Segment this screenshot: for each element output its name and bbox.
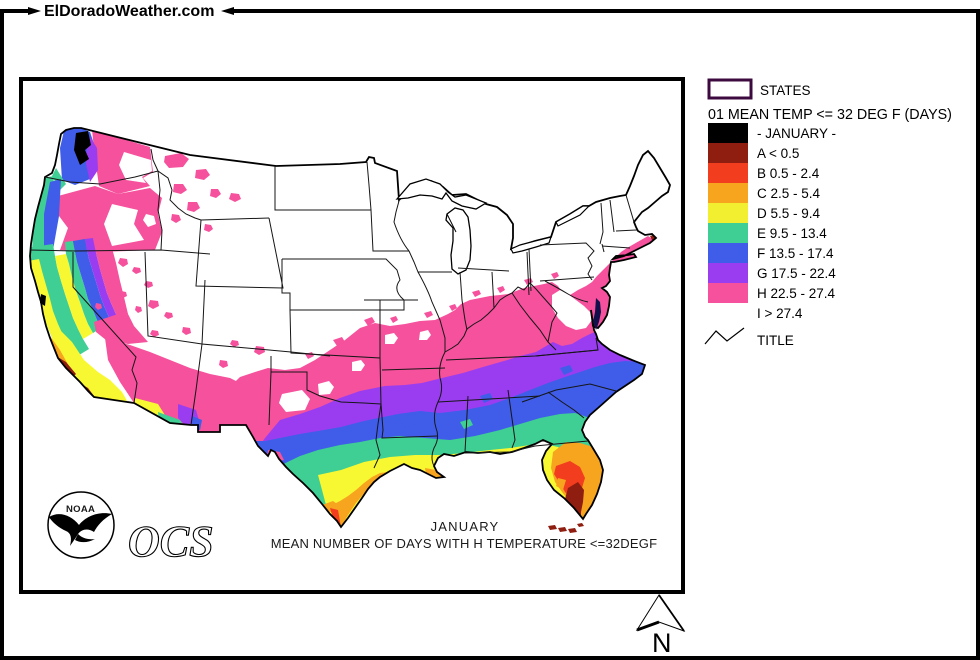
svg-text:TITLE: TITLE <box>757 333 794 348</box>
svg-text:B 0.5 - 2.4: B 0.5 - 2.4 <box>757 166 820 181</box>
svg-text:STATES: STATES <box>760 83 811 98</box>
svg-text:G 17.5 - 22.4: G 17.5 - 22.4 <box>757 266 836 281</box>
svg-text:F 13.5 - 17.4: F 13.5 - 17.4 <box>757 246 834 261</box>
svg-text:MEAN NUMBER OF DAYS WITH H TEM: MEAN NUMBER OF DAYS WITH H TEMPERATURE <… <box>271 536 657 551</box>
svg-text:I > 27.4: I > 27.4 <box>757 306 803 321</box>
svg-text:01 MEAN TEMP <= 32 DEG F (DAYS: 01 MEAN TEMP <= 32 DEG F (DAYS) <box>708 107 952 123</box>
svg-text:D 5.5 - 9.4: D 5.5 - 9.4 <box>757 206 821 221</box>
svg-text:- JANUARY -: - JANUARY - <box>757 126 836 141</box>
svg-text:A < 0.5: A < 0.5 <box>757 146 799 161</box>
svg-text:H 22.5 - 27.4: H 22.5 - 27.4 <box>757 286 836 301</box>
svg-text:NOAA: NOAA <box>66 504 95 515</box>
svg-text:C 2.5 - 5.4: C 2.5 - 5.4 <box>757 186 821 201</box>
svg-text:E 9.5 - 13.4: E 9.5 - 13.4 <box>757 226 827 241</box>
svg-text:OCS: OCS <box>128 517 214 566</box>
svg-text:JANUARY: JANUARY <box>431 519 500 534</box>
svg-text:N: N <box>652 628 672 658</box>
